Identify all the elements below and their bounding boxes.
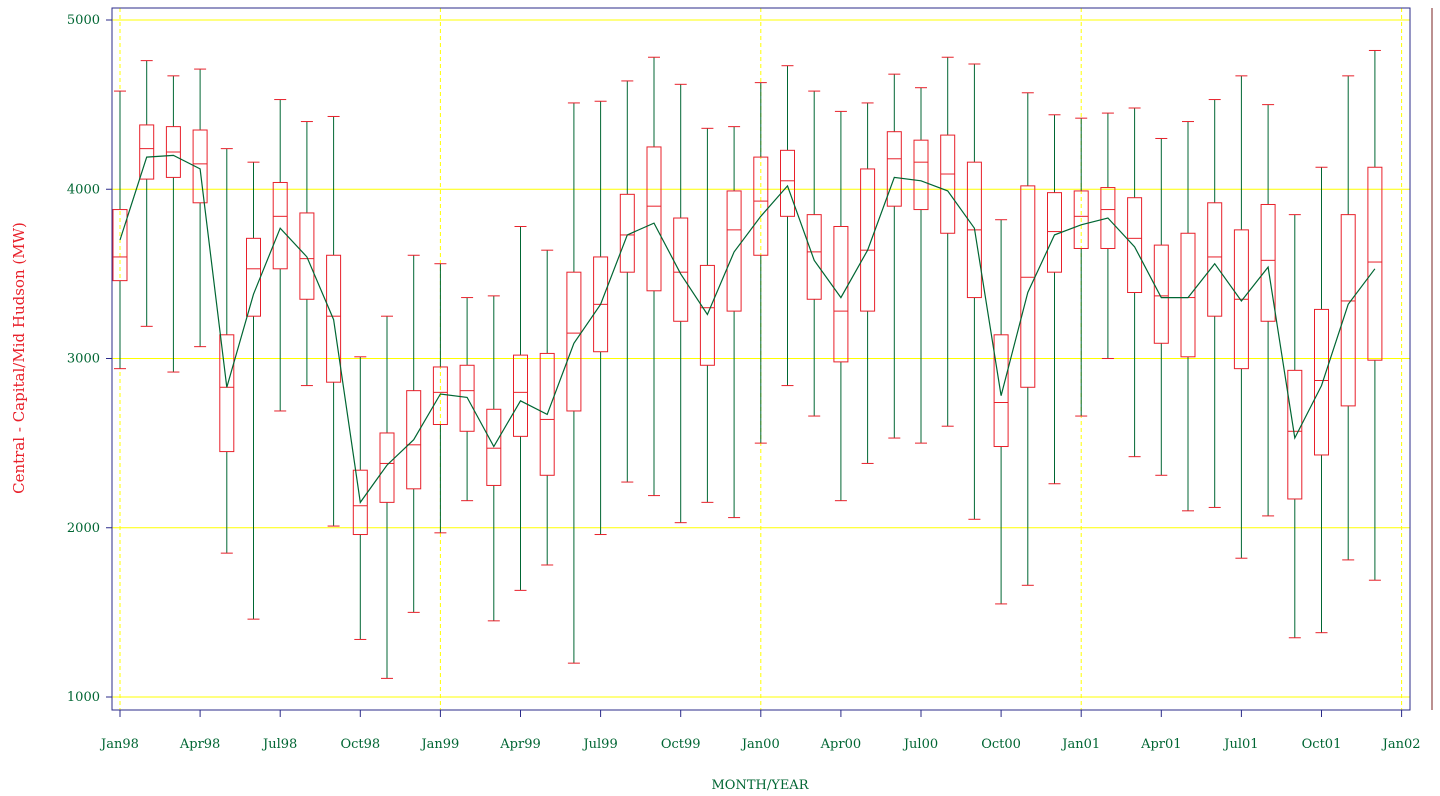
x-tick-label: Jan00 <box>740 737 780 752</box>
box <box>1153 244 1169 344</box>
box <box>1207 202 1223 317</box>
box <box>1260 203 1276 322</box>
box <box>1127 197 1143 293</box>
box <box>619 193 635 273</box>
x-tick-label: Oct00 <box>981 737 1021 752</box>
x-axis-title: MONTH/YEAR <box>712 778 810 793</box>
box <box>1020 185 1036 388</box>
box <box>646 146 662 292</box>
box <box>1314 308 1329 456</box>
x-tick-label: Apr00 <box>820 737 861 752</box>
box <box>299 212 315 300</box>
y-tick-label: 4000 <box>67 182 100 197</box>
box <box>673 217 689 322</box>
x-tick-label: Jan01 <box>1060 737 1100 752</box>
y-tick-label: 3000 <box>67 352 100 367</box>
box <box>539 352 555 476</box>
box <box>459 364 475 432</box>
box <box>753 156 769 256</box>
box <box>112 209 128 282</box>
x-tick-label: Apr99 <box>499 737 540 752</box>
x-tick-label: Jul01 <box>1222 737 1258 752</box>
x-tick-label: Jan02 <box>1381 737 1421 752</box>
box <box>780 149 795 217</box>
x-tick-label: Jan99 <box>419 737 459 752</box>
box <box>513 354 528 437</box>
x-tick-label: Oct99 <box>661 737 701 752</box>
box <box>993 334 1009 448</box>
y-axis-title: Central - Capital/Mid Hudson (MW) <box>10 222 28 494</box>
x-tick-label: Oct98 <box>340 737 380 752</box>
box <box>192 129 208 204</box>
box <box>326 254 342 383</box>
y-tick-label: 5000 <box>67 13 100 28</box>
whiskers-group <box>114 49 1381 679</box>
box <box>406 390 422 490</box>
box <box>1073 190 1089 249</box>
box <box>699 264 715 366</box>
x-tick-label: Apr01 <box>1140 737 1181 752</box>
y-tick-label: 2000 <box>67 521 100 536</box>
box <box>833 225 849 363</box>
box <box>219 334 235 453</box>
box <box>1180 232 1196 358</box>
x-tick-label: Jul98 <box>261 737 297 752</box>
x-tick-label: Oct01 <box>1302 737 1342 752</box>
x-axis-ticks: Jan98 Apr98 Jul98 Oct98 Jan99 Apr99 Jul99 Oct99… <box>99 710 1421 752</box>
box <box>1340 214 1356 407</box>
box <box>860 168 876 312</box>
x-tick-label: Apr98 <box>179 737 220 752</box>
box <box>940 134 956 234</box>
box <box>1367 166 1383 361</box>
x-tick-label: Jan98 <box>99 737 139 752</box>
box <box>1287 369 1303 500</box>
y-tick-label: 1000 <box>67 690 100 705</box>
box <box>566 271 582 412</box>
box <box>1100 187 1116 249</box>
box <box>352 469 368 536</box>
box <box>726 190 742 312</box>
box <box>806 214 822 300</box>
box <box>886 131 902 207</box>
box <box>913 139 929 211</box>
x-tick-label: Jul99 <box>581 737 617 752</box>
x-tick-label: Jul00 <box>902 737 938 752</box>
y-axis-ticks: 1000 2000 3000 4000 5000 <box>67 13 112 705</box>
mean-line <box>119 154 1376 504</box>
box <box>486 408 502 486</box>
box <box>272 181 288 270</box>
box <box>139 124 155 180</box>
box <box>379 432 395 503</box>
box <box>432 366 448 426</box>
